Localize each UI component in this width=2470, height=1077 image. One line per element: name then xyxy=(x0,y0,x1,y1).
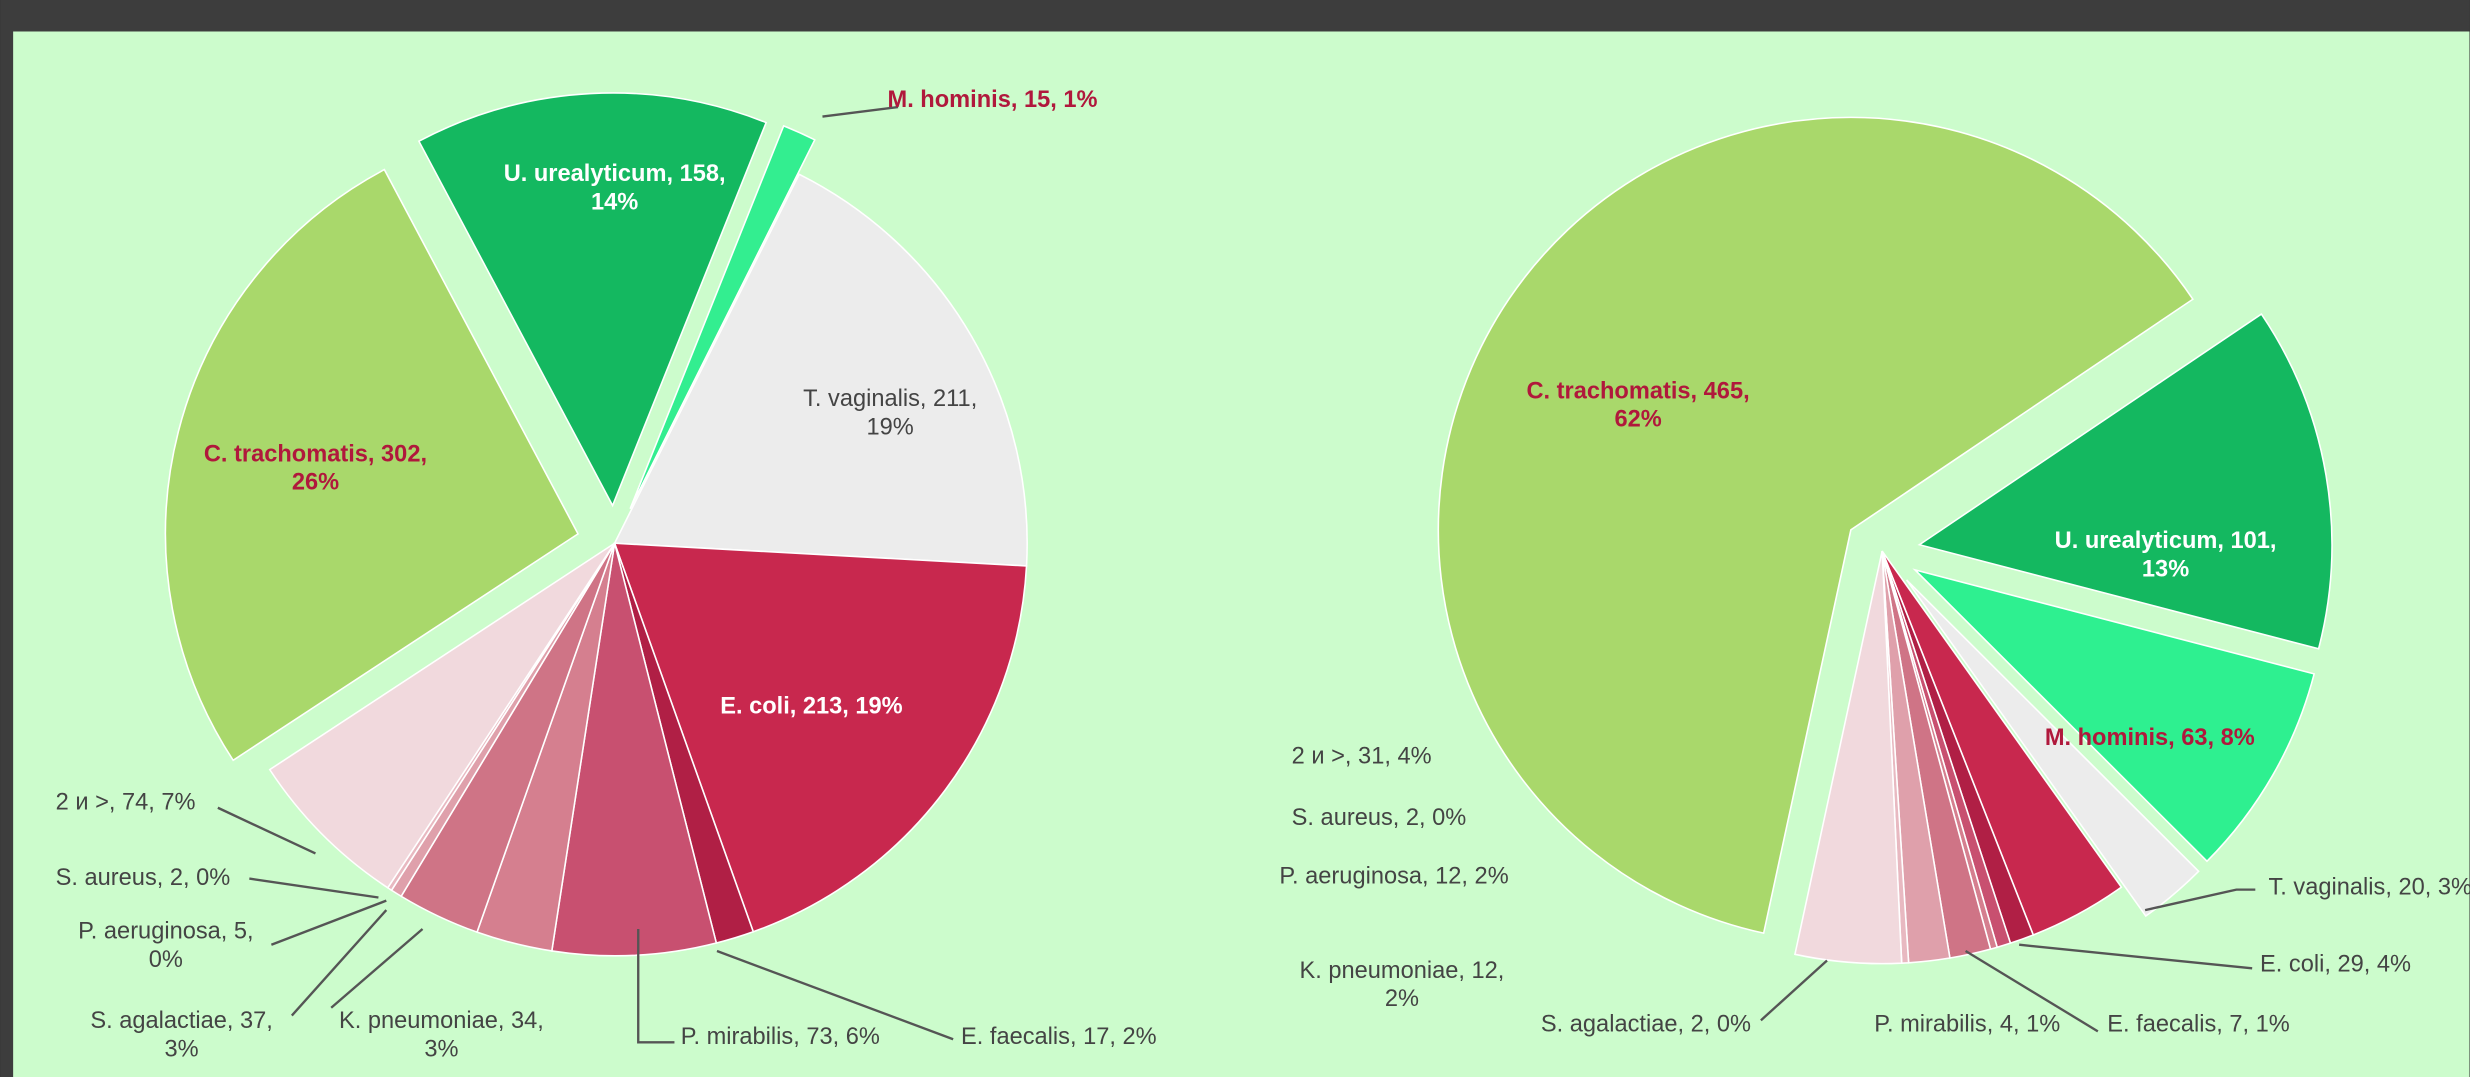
data-label: E. faecalis, 17, 2% xyxy=(961,1023,1157,1051)
data-label: E. faecalis, 7, 1% xyxy=(2107,1010,2290,1038)
leader-line xyxy=(1760,959,1828,1022)
label-box: T. vaginalis, 20, 3% xyxy=(2268,873,2470,901)
data-label: K. pneumoniae, 12, 2% xyxy=(1299,957,1505,1013)
leader-line xyxy=(2019,943,2253,970)
data-label: U. urealyticum, 101, 13% xyxy=(2054,527,2277,583)
label-box: P. mirabilis, 4, 1% xyxy=(1874,1010,2061,1038)
data-label: E. coli, 213, 19% xyxy=(720,692,903,720)
data-label: U. urealyticum, 158, 14% xyxy=(503,160,726,216)
data-label: P. aeruginosa, 12, 2% xyxy=(1279,862,1509,890)
data-label: C. trachomatis, 465, 62% xyxy=(1526,377,1750,434)
label-box: P. aeruginosa, 12, 2% xyxy=(1279,862,1509,890)
label-box: C. trachomatis, 465, 62% xyxy=(1526,377,1750,434)
pie-slice xyxy=(268,542,616,889)
pie-slice xyxy=(550,543,718,957)
label-box: S. aureus, 2, 0% xyxy=(1291,804,1467,832)
data-label: S. agalactiae, 2, 0% xyxy=(1540,1010,1751,1038)
label-box: 2 и >, 74, 7% xyxy=(55,788,196,816)
pie-slice xyxy=(417,92,768,508)
label-box: P. mirabilis, 73, 6% xyxy=(680,1023,880,1051)
data-label: T. vaginalis, 20, 3% xyxy=(2268,873,2470,901)
label-box: S. agalactiae, 2, 0% xyxy=(1540,1010,1751,1038)
pie-slice xyxy=(164,168,580,762)
label-box: U. urealyticum, 158, 14% xyxy=(503,160,726,216)
leader-line xyxy=(637,928,675,1044)
data-label: E. coli, 29, 4% xyxy=(2260,951,2412,978)
label-box: U. urealyticum, 101, 13% xyxy=(2054,527,2277,583)
label-box: K. pneumoniae, 34, 3% xyxy=(339,1007,544,1063)
label-box: E. faecalis, 7, 1% xyxy=(2107,1010,2290,1038)
label-box: M. hominis, 63, 8% xyxy=(2044,724,2255,752)
label-box: S. agalactiae, 37, 3% xyxy=(90,1007,273,1063)
data-label: C. trachomatis, 302, 26% xyxy=(203,440,428,496)
leader-line xyxy=(330,928,424,1009)
pie-slice xyxy=(629,124,816,510)
data-label: S. agalactiae, 37, 3% xyxy=(90,1007,273,1063)
leader-line xyxy=(217,806,316,855)
pie-slice xyxy=(1917,312,2333,650)
pie-slice xyxy=(1437,116,2194,935)
label-box: K. pneumoniae, 12, 2% xyxy=(1299,957,1505,1013)
pie-slice xyxy=(613,173,1028,567)
label-box: S. aureus, 2, 0% xyxy=(55,864,231,892)
data-label: P. mirabilis, 73, 6% xyxy=(680,1023,880,1051)
leader-line xyxy=(249,877,379,899)
data-label: P. aeruginosa, 5, 0% xyxy=(78,917,254,974)
data-label: 2 и >, 74, 7% xyxy=(55,788,196,816)
label-box: E. faecalis, 17, 2% xyxy=(961,1023,1157,1051)
label-box: M. hominis, 15, 1% xyxy=(887,86,1098,114)
leader-line xyxy=(290,909,388,1017)
data-label: 2 и >, 31, 4% xyxy=(1291,743,1432,770)
label-box: T. vaginalis, 211, 19% xyxy=(803,385,978,441)
pie-slice xyxy=(613,542,1028,933)
label-box: P. aeruginosa, 5, 0% xyxy=(78,917,254,974)
pie-slice xyxy=(1905,579,2200,918)
data-label: M. hominis, 15, 1% xyxy=(887,86,1098,114)
data-label: M. hominis, 63, 8% xyxy=(2044,724,2255,752)
data-label: S. aureus, 2, 0% xyxy=(55,864,231,892)
label-box: E. coli, 213, 19% xyxy=(720,692,903,720)
pie-slice xyxy=(1794,550,1903,965)
pie-slice xyxy=(1912,568,2316,863)
data-label: K. pneumoniae, 34, 3% xyxy=(339,1007,544,1063)
leader-line xyxy=(822,105,899,118)
data-label: T. vaginalis, 211, 19% xyxy=(803,385,978,441)
data-label: P. mirabilis, 4, 1% xyxy=(1874,1010,2061,1038)
leader-line xyxy=(270,899,387,946)
label-box: C. trachomatis, 302, 26% xyxy=(203,440,428,496)
label-box: 2 и >, 31, 4% xyxy=(1291,743,1432,770)
label-box: E. coli, 29, 4% xyxy=(2260,951,2412,978)
leader-line xyxy=(2144,888,2256,912)
leader-line xyxy=(716,949,954,1041)
leader-line xyxy=(1964,950,2099,1033)
data-label: S. aureus, 2, 0% xyxy=(1291,804,1467,832)
